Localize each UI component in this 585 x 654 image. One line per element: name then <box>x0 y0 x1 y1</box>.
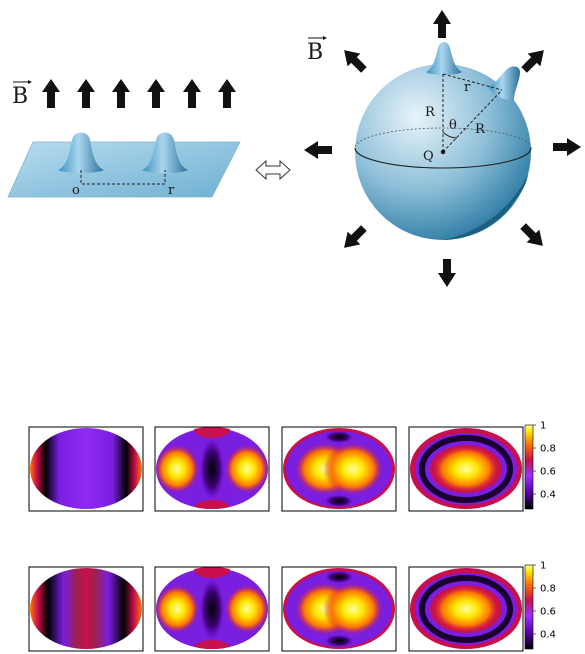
plane-point-o: o <box>72 183 80 198</box>
plane-distance-line <box>80 170 166 185</box>
sphere-bump-top <box>426 42 462 75</box>
sphere-arc-chord <box>442 73 503 91</box>
equivalence-arrow <box>255 159 291 181</box>
sphere-label-arc: r <box>464 80 471 95</box>
heatmap-grid: 1 0.8 0.6 0.4 1 0.8 0.6 0.4 <box>28 421 556 652</box>
colorbar-tick-label: 0.6 <box>540 467 556 478</box>
field-arrows-up <box>42 79 236 108</box>
heatmap-row: 1 0.8 0.6 0.4 <box>28 421 556 512</box>
sphere-equator-front <box>354 147 532 169</box>
heatmap-panel <box>28 426 144 512</box>
heatmap-panel <box>28 566 144 652</box>
colorbar: 1 0.8 0.6 0.4 <box>524 421 556 510</box>
sphere-label-radius-2: R <box>475 122 486 137</box>
plane-bump-r <box>142 132 188 173</box>
plane <box>7 141 241 198</box>
sphere-bump-side <box>488 66 520 101</box>
heatmap-panel <box>281 566 397 652</box>
radial-field-arrows <box>304 10 581 287</box>
heatmap-panel <box>408 426 524 512</box>
colorbar-tick-label: 0.8 <box>540 444 556 455</box>
field-label-right: B <box>307 40 323 65</box>
sphere-label-center: Q <box>423 149 434 164</box>
plane-point-r: r <box>168 183 175 198</box>
sphere-label-radius-1: R <box>425 105 436 120</box>
plane-schematic: B o r <box>7 79 241 198</box>
sphere-schematic: B R R r θ Q <box>304 10 581 287</box>
heatmap-row: 1 0.8 0.6 0.4 <box>28 561 556 652</box>
sphere-radius-2 <box>442 89 503 153</box>
colorbar-tick-label: 0.6 <box>540 607 556 618</box>
colorbar-tick-label: 0.4 <box>540 490 556 501</box>
sphere-label-angle: θ <box>449 118 457 133</box>
field-label-left: B <box>12 84 28 109</box>
colorbar-tick-label: 1 <box>540 421 546 432</box>
colorbar-tick-label: 1 <box>540 561 546 572</box>
heatmap-panel <box>154 426 270 512</box>
colorbar-tick-label: 0.8 <box>540 584 556 595</box>
heatmap-panel <box>281 426 397 512</box>
sphere-shadow <box>443 175 528 240</box>
heatmap-panel <box>408 566 524 652</box>
sphere-center-dot <box>440 149 446 155</box>
plane-bump-o <box>58 132 104 173</box>
colorbar-tick-label: 0.4 <box>540 630 556 641</box>
heatmap-panel <box>154 566 270 652</box>
colorbar: 1 0.8 0.6 0.4 <box>524 561 556 650</box>
sphere-angle-arc <box>442 131 458 139</box>
